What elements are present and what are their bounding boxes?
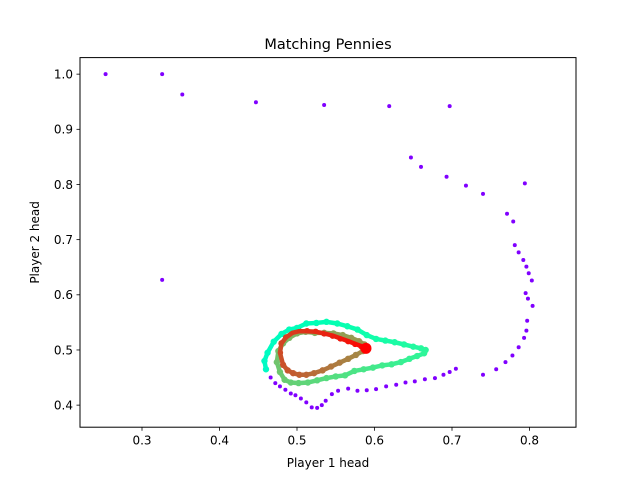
y-tick-label: 0.5 (54, 343, 73, 357)
data-point (505, 211, 510, 216)
data-point (336, 388, 341, 393)
x-tick-label: 0.3 (132, 434, 151, 448)
data-point (529, 278, 534, 283)
data-point (323, 398, 328, 403)
data-point (512, 243, 517, 248)
data-point (447, 104, 452, 109)
data-point (516, 250, 521, 255)
y-tick-label: 0.6 (54, 288, 73, 302)
data-point (444, 174, 449, 179)
data-point (180, 92, 185, 97)
data-point (523, 291, 528, 296)
data-point (329, 392, 334, 397)
y-axis-label: Player 2 head (28, 201, 42, 284)
data-point (524, 264, 529, 269)
axes-frame (79, 57, 577, 428)
data-point (293, 393, 298, 398)
x-tick-label: 0.4 (210, 434, 229, 448)
data-point (408, 155, 413, 160)
data-point (521, 258, 526, 263)
data-point (298, 396, 303, 401)
data-point (322, 103, 327, 108)
y-axis: 0.4 0.5 0.6 0.7 0.8 0.9 1.0 (54, 67, 80, 412)
data-point (387, 104, 392, 109)
data-point (304, 400, 309, 405)
data-point (481, 372, 485, 377)
data-point (525, 318, 530, 323)
data-point (268, 375, 273, 380)
data-point (441, 372, 446, 377)
data-point (524, 328, 529, 333)
data-point (403, 380, 408, 385)
data-point (253, 100, 258, 105)
data-point (283, 387, 288, 392)
y-tick-label: 0.4 (54, 398, 73, 412)
data-point (503, 360, 508, 365)
data-point (481, 191, 485, 196)
data-point (522, 335, 527, 340)
y-tick-label: 0.7 (54, 233, 73, 247)
x-tick-label: 0.8 (520, 434, 539, 448)
y-tick-label: 0.8 (54, 178, 73, 192)
data-point (511, 219, 516, 224)
data-point (419, 164, 423, 169)
data-point (364, 388, 369, 393)
data-point (273, 381, 278, 386)
x-axis-label: Player 1 head (287, 456, 370, 470)
data-point (432, 376, 437, 381)
data-point (315, 405, 320, 410)
data-point (422, 377, 427, 382)
data-point (288, 391, 293, 396)
data-point (412, 379, 417, 384)
data-point (346, 386, 351, 391)
data-point (510, 353, 515, 358)
plot-points (103, 72, 535, 410)
data-point (103, 72, 108, 77)
data-point (463, 183, 468, 188)
x-tick-label: 0.6 (365, 434, 384, 448)
data-point (526, 271, 531, 276)
y-tick-label: 0.9 (54, 123, 73, 137)
data-point (355, 388, 360, 393)
y-tick-label: 1.0 (54, 67, 73, 81)
data-point (374, 387, 379, 392)
final-point (360, 342, 372, 354)
data-point (319, 403, 324, 408)
data-point (516, 345, 521, 350)
x-tick-label: 0.5 (287, 434, 306, 448)
data-point (494, 367, 499, 372)
x-tick-label: 0.7 (442, 434, 461, 448)
data-point (394, 382, 399, 387)
chart-title: Matching Pennies (264, 37, 391, 53)
data-point (453, 366, 458, 371)
data-point (384, 384, 389, 389)
data-point (522, 181, 527, 186)
data-point (530, 303, 535, 308)
data-point (447, 370, 452, 375)
x-axis: 0.3 0.4 0.5 0.6 0.7 0.8 (132, 427, 539, 448)
data-point (277, 384, 282, 389)
data-point (525, 296, 530, 301)
data-point (160, 72, 165, 77)
data-point (309, 405, 314, 410)
data-point (160, 277, 165, 282)
